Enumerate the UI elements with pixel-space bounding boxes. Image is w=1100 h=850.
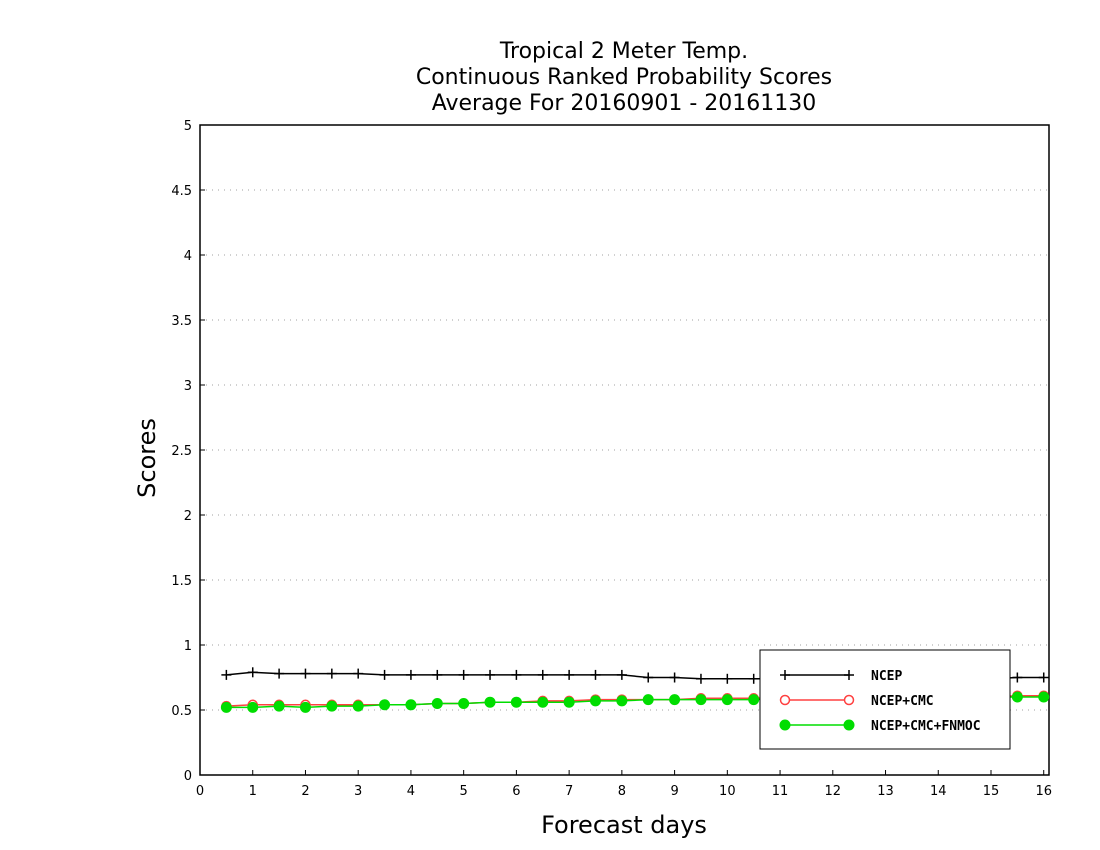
y-axis-title: Scores <box>133 418 161 498</box>
data-point-ncep-cmc-fnmoc <box>669 694 681 706</box>
data-point-ncep <box>458 669 469 680</box>
data-point-ncep-cmc-fnmoc <box>352 700 364 712</box>
data-point-ncep-cmc-fnmoc <box>537 696 549 708</box>
data-point-ncep-cmc-fnmoc <box>431 698 443 709</box>
y-axis-ticks: 0 0.5 1 1.5 2 2.5 3 3.5 4 4.5 5 <box>171 119 205 784</box>
y-tick-label: 1.5 <box>171 574 192 589</box>
data-point-ncep <box>1038 672 1049 683</box>
y-tick-label: 3.5 <box>171 314 192 329</box>
legend-item-ncep-cmc: NCEP+CMC <box>779 694 934 709</box>
y-tick-label: 2.5 <box>171 444 192 459</box>
x-axis-ticks: 0 1 2 3 4 5 6 7 8 9 10 11 12 13 14 15 16 <box>196 770 1052 799</box>
x-tick-label: 0 <box>196 784 204 799</box>
data-point-ncep <box>748 673 759 684</box>
x-tick-label: 15 <box>983 784 1000 799</box>
y-gridlines <box>200 189 1049 711</box>
y-tick-label: 4.5 <box>171 184 192 199</box>
data-point-ncep <box>274 668 285 679</box>
x-tick-label: 8 <box>618 784 626 799</box>
legend-item-ncep-cmc-fnmoc: NCEP+CMC+FNMOC <box>779 719 981 734</box>
title-line-2: Continuous Ranked Probability Scores <box>416 65 832 90</box>
data-point-ncep-cmc-fnmoc <box>405 699 417 711</box>
y-tick-label: 2 <box>184 509 192 524</box>
data-point-ncep-cmc-fnmoc <box>379 699 391 711</box>
data-point-ncep-cmc-fnmoc <box>273 700 285 712</box>
data-point-ncep-cmc-fnmoc <box>563 696 575 708</box>
data-point-ncep <box>247 667 258 678</box>
x-tick-label: 2 <box>301 784 309 799</box>
data-series <box>220 667 1050 713</box>
legend: NCEP NCEP+CMC NCEP+CMC+FNMOC <box>759 649 1011 750</box>
x-tick-label: 16 <box>1035 784 1052 799</box>
x-tick-label: 4 <box>407 784 415 799</box>
data-point-ncep-cmc-fnmoc <box>748 694 760 706</box>
data-point-ncep <box>616 669 627 680</box>
chart-title: Tropical 2 Meter Temp. Continuous Ranked… <box>416 39 832 116</box>
data-point-ncep-cmc-fnmoc <box>458 698 470 709</box>
x-tick-label: 5 <box>460 784 468 799</box>
data-point-ncep-cmc-fnmoc <box>616 695 628 707</box>
data-point-ncep-cmc-fnmoc <box>695 694 707 706</box>
legend-marker <box>779 719 791 731</box>
y-tick-label: 1 <box>184 639 192 654</box>
data-point-ncep <box>485 669 496 680</box>
data-point-ncep <box>511 669 522 680</box>
data-point-ncep-cmc-fnmoc <box>721 694 733 706</box>
legend-label: NCEP+CMC <box>871 694 934 709</box>
data-point-ncep <box>695 673 706 684</box>
data-point-ncep-cmc-fnmoc <box>510 696 522 708</box>
y-tick-label: 3 <box>184 379 192 394</box>
x-tick-label: 6 <box>512 784 520 799</box>
y-tick-label: 4 <box>184 249 192 264</box>
data-point-ncep <box>643 672 654 683</box>
x-axis-title: Forecast days <box>541 811 707 839</box>
x-tick-label: 11 <box>772 784 789 799</box>
legend-label: NCEP+CMC+FNMOC <box>871 719 981 734</box>
data-point-ncep <box>326 668 337 679</box>
title-line-3: Average For 20160901 - 20161130 <box>432 91 817 116</box>
x-tick-label: 7 <box>565 784 573 799</box>
x-tick-label: 12 <box>825 784 842 799</box>
y-tick-label: 0.5 <box>171 704 192 719</box>
y-tick-label: 5 <box>184 119 192 134</box>
data-point-ncep <box>722 673 733 684</box>
data-point-ncep-cmc-fnmoc <box>589 695 601 707</box>
x-tick-label: 3 <box>354 784 362 799</box>
data-point-ncep-cmc-fnmoc <box>1011 691 1023 703</box>
data-point-ncep-cmc-fnmoc <box>220 701 232 713</box>
data-point-ncep <box>405 669 416 680</box>
data-point-ncep <box>221 669 232 680</box>
y-tick-label: 0 <box>184 769 192 784</box>
data-point-ncep <box>300 668 311 679</box>
legend-marker <box>780 670 790 680</box>
data-point-ncep-cmc-fnmoc <box>326 700 338 712</box>
title-line-1: Tropical 2 Meter Temp. <box>499 39 748 64</box>
data-point-ncep <box>353 668 364 679</box>
x-tick-label: 14 <box>930 784 947 799</box>
data-point-ncep <box>1012 672 1023 683</box>
legend-marker <box>843 694 855 706</box>
data-point-ncep <box>669 672 680 683</box>
legend-marker <box>779 694 791 706</box>
legend-marker <box>843 719 855 731</box>
data-point-ncep <box>432 669 443 680</box>
legend-item-ncep: NCEP <box>780 669 902 684</box>
data-point-ncep <box>379 669 390 680</box>
x-tick-label: 10 <box>719 784 736 799</box>
x-tick-label: 13 <box>877 784 894 799</box>
data-point-ncep <box>537 669 548 680</box>
legend-label: NCEP <box>871 669 902 684</box>
data-point-ncep-cmc-fnmoc <box>642 694 654 706</box>
data-point-ncep <box>564 669 575 680</box>
data-point-ncep-cmc-fnmoc <box>247 701 259 713</box>
x-tick-label: 9 <box>670 784 678 799</box>
x-tick-label: 1 <box>249 784 257 799</box>
data-point-ncep-cmc-fnmoc <box>1038 691 1050 703</box>
legend-marker <box>844 670 854 680</box>
data-point-ncep-cmc-fnmoc <box>299 701 311 713</box>
data-point-ncep-cmc-fnmoc <box>484 696 496 708</box>
data-point-ncep <box>590 669 601 680</box>
